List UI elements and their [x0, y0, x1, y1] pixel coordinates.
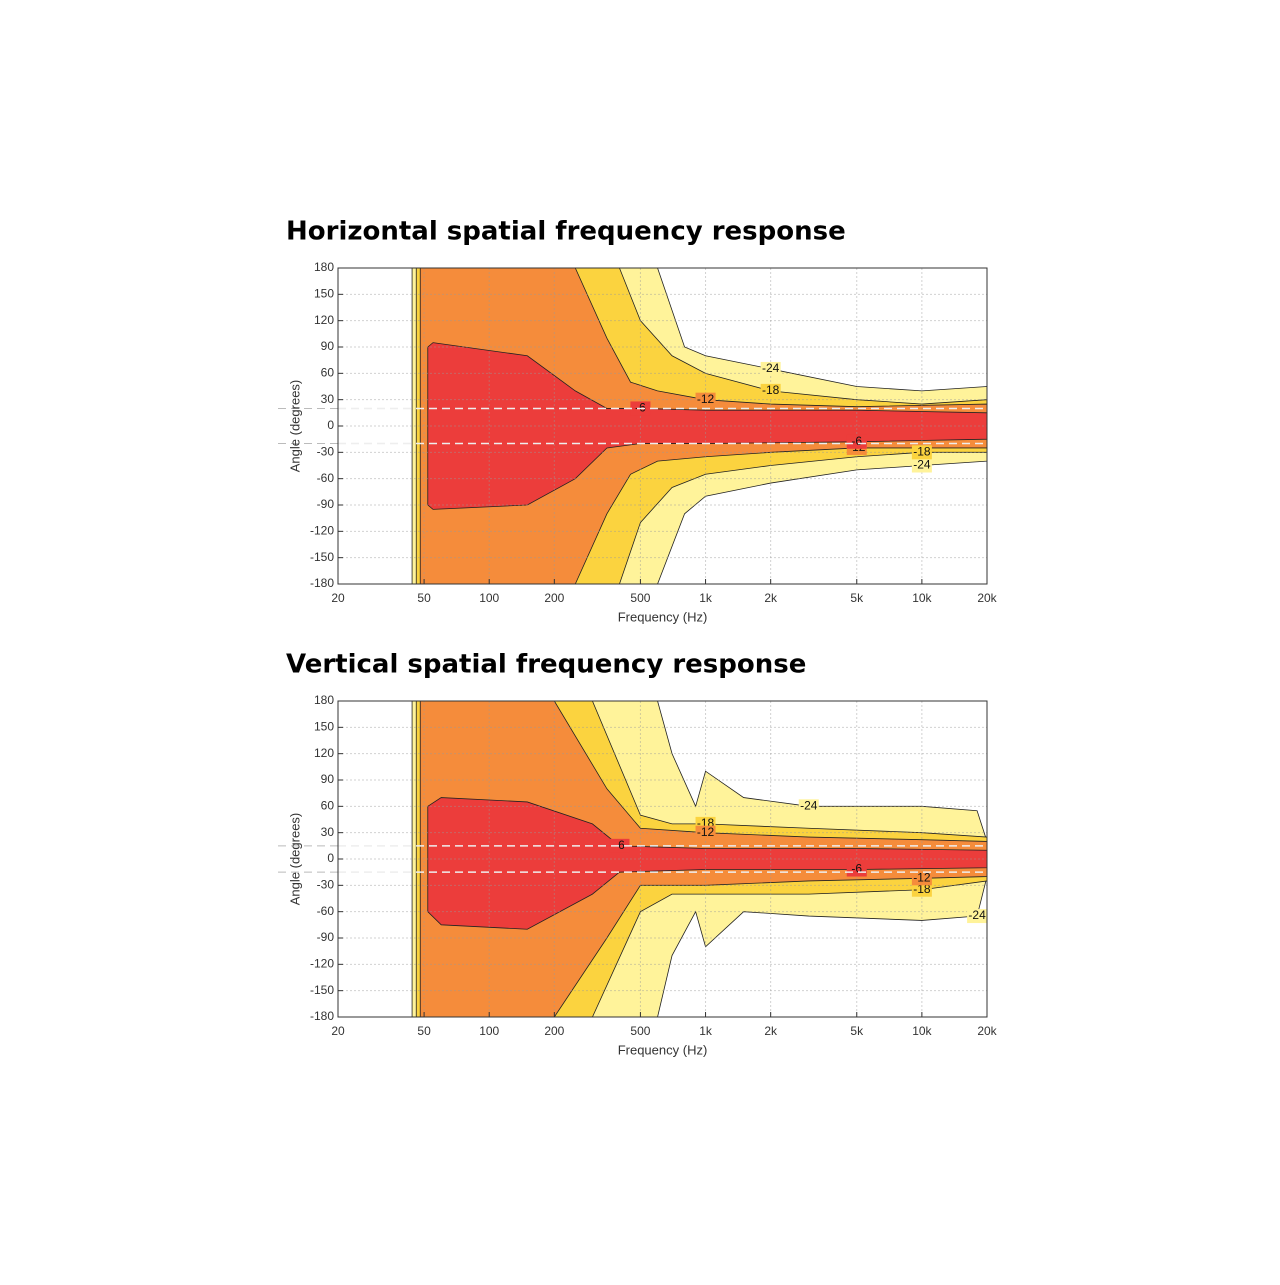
chart-title: Horizontal spatial frequency response: [286, 217, 846, 247]
y-tick-label: 120: [314, 746, 334, 760]
contour-label: -24: [968, 908, 986, 922]
contour-label-bg: [846, 862, 867, 877]
x-tick-label: 100: [479, 1024, 499, 1038]
contour-label: -24: [762, 361, 780, 375]
y-tick-label: -150: [310, 983, 334, 997]
y-tick-label: 30: [321, 825, 335, 839]
y-tick-label: 90: [321, 339, 335, 353]
y-tick-label: 180: [314, 260, 334, 274]
contour-label: -12: [913, 870, 931, 884]
contour-label: -18: [913, 882, 931, 896]
x-tick-label: 200: [544, 1024, 564, 1038]
y-tick-label: 0: [327, 418, 334, 432]
y-tick-label: 180: [314, 693, 334, 707]
contour-label-bg: [760, 383, 781, 398]
contour-region: [427, 797, 987, 930]
y-tick-label: -180: [310, 1009, 334, 1023]
y-axis-label: Angle (degrees): [287, 813, 302, 906]
contour-label: -24: [913, 458, 931, 472]
contour-label: -6: [635, 401, 646, 415]
contour-label: -6: [614, 838, 625, 852]
contour-label-bg: [911, 458, 932, 473]
y-tick-label: -60: [317, 471, 335, 485]
contour-label: -6: [851, 862, 862, 876]
contour-label-bg: [609, 838, 630, 853]
contour-label: -18: [913, 445, 931, 459]
x-tick-label: 50: [417, 1024, 431, 1038]
contour-label-bg: [911, 445, 932, 460]
y-tick-label: -180: [310, 576, 334, 590]
y-tick-label: -90: [317, 930, 335, 944]
y-tick-label: -30: [317, 445, 335, 459]
y-tick-label: -30: [317, 878, 335, 892]
contour-label-bg: [911, 871, 932, 886]
y-tick-label: -120: [310, 957, 334, 971]
x-tick-label: 100: [479, 591, 499, 605]
x-tick-label: 20k: [977, 1024, 997, 1038]
contour-label-bg: [798, 799, 819, 814]
plot-area: -24-24-18-18-12-12-6-6: [338, 701, 987, 1017]
chart-title: Vertical spatial frequency response: [286, 650, 806, 680]
contour-label-bg: [967, 909, 987, 924]
x-axis-label: Frequency (Hz): [618, 609, 708, 624]
y-axis-label: Angle (degrees): [287, 380, 302, 473]
contour-label: -18: [762, 383, 780, 397]
y-tick-label: 90: [321, 772, 335, 786]
contour-label: -24: [800, 799, 818, 813]
y-tick-label: -60: [317, 904, 335, 918]
contour-label-bg: [846, 434, 867, 449]
y-tick-label: 150: [314, 287, 334, 301]
y-tick-label: 0: [327, 851, 334, 865]
contour-label-bg: [695, 392, 716, 407]
x-tick-label: 20: [331, 591, 345, 605]
x-tick-label: 20k: [977, 591, 997, 605]
y-tick-label: -150: [310, 550, 334, 564]
y-tick-label: 60: [321, 366, 335, 380]
x-tick-label: 500: [630, 1024, 650, 1038]
y-tick-label: 30: [321, 392, 335, 406]
x-axis-label: Frequency (Hz): [618, 1042, 708, 1057]
contour-label-bg: [760, 361, 781, 376]
x-tick-label: 50: [417, 591, 431, 605]
contour-label: -12: [697, 825, 715, 839]
x-tick-label: 5k: [850, 591, 864, 605]
contour-label-bg: [911, 882, 932, 897]
contour-label-bg: [695, 825, 716, 840]
contour-label: -6: [851, 434, 862, 448]
y-tick-label: -120: [310, 524, 334, 538]
x-tick-label: 500: [630, 591, 650, 605]
x-tick-label: 10k: [912, 591, 932, 605]
x-tick-label: 1k: [699, 591, 713, 605]
x-tick-label: 2k: [764, 591, 778, 605]
x-tick-label: 5k: [850, 1024, 864, 1038]
contour-label: -12: [697, 392, 715, 406]
y-tick-label: -90: [317, 497, 335, 511]
x-tick-label: 20: [331, 1024, 345, 1038]
x-tick-label: 1k: [699, 1024, 713, 1038]
y-tick-label: 150: [314, 720, 334, 734]
x-tick-label: 2k: [764, 1024, 778, 1038]
contour-region: [427, 342, 987, 510]
x-tick-label: 10k: [912, 1024, 932, 1038]
x-tick-label: 200: [544, 591, 564, 605]
plot-area: -24-24-18-18-12-12-6-6: [338, 268, 987, 584]
y-tick-label: 120: [314, 313, 334, 327]
y-tick-label: 60: [321, 799, 335, 813]
